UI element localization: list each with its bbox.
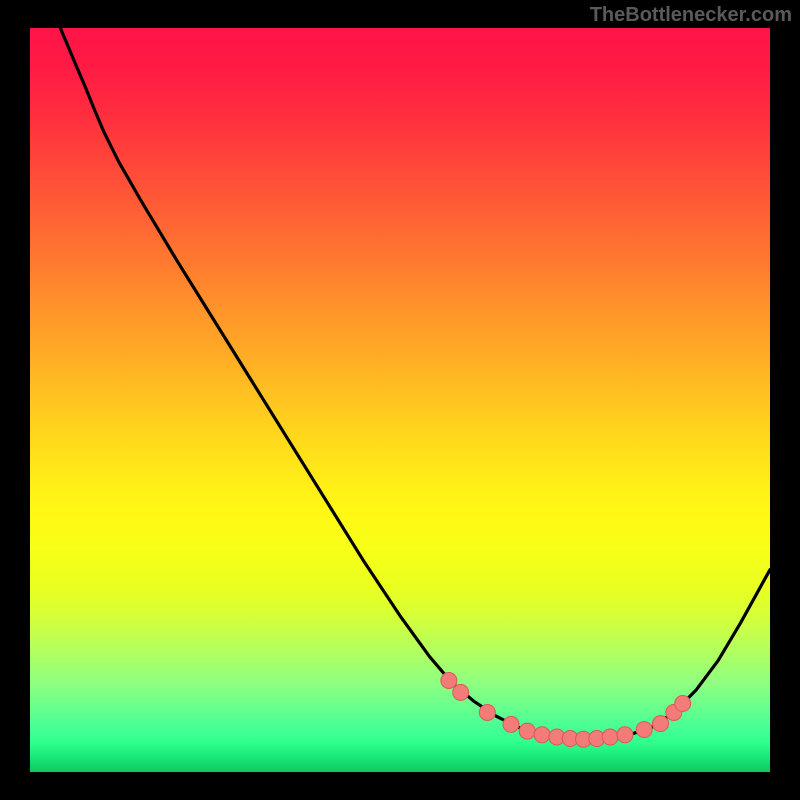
curve-marker: [519, 723, 535, 739]
curve-marker: [652, 716, 668, 732]
curve-marker: [602, 729, 618, 745]
curve-marker: [617, 727, 633, 743]
plot-area: [30, 28, 770, 772]
gradient-background: [30, 28, 770, 772]
curve-marker: [534, 727, 550, 743]
curve-marker: [675, 696, 691, 712]
curve-marker: [441, 672, 457, 688]
curve-marker: [453, 684, 469, 700]
curve-marker: [636, 722, 652, 738]
watermark-label: TheBottlenecker.com: [590, 4, 792, 27]
chart-container: TheBottlenecker.com: [0, 0, 800, 800]
chart-svg: [30, 28, 770, 772]
curve-marker: [479, 704, 495, 720]
curve-marker: [503, 716, 519, 732]
